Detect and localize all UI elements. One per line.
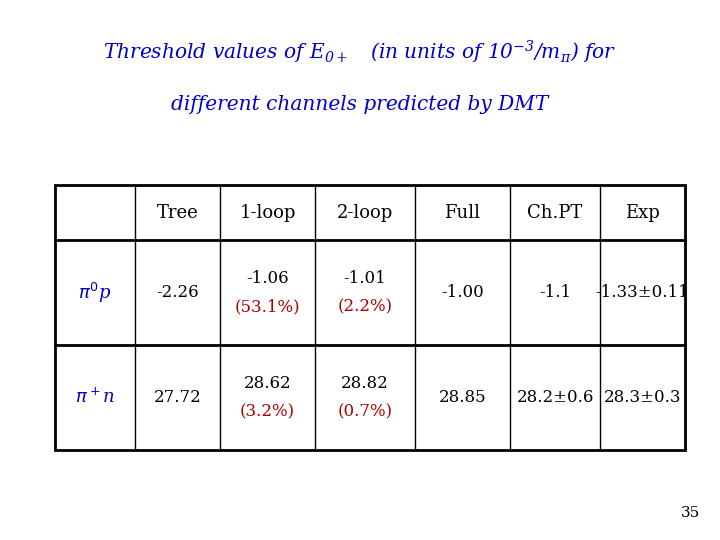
Text: -2.26: -2.26 (156, 284, 199, 301)
Text: 35: 35 (680, 506, 700, 520)
Text: (53.1%): (53.1%) (235, 298, 300, 315)
Text: 28.2±0.6: 28.2±0.6 (516, 389, 594, 406)
Text: -1.01: -1.01 (343, 270, 387, 287)
Text: 28.62: 28.62 (243, 375, 292, 392)
Text: $\pi^+$n: $\pi^+$n (75, 388, 115, 407)
Text: 28.3±0.3: 28.3±0.3 (604, 389, 681, 406)
Text: Threshold values of $\mathregular{E_{0+}}$   (in units of $\mathregular{10^{-3}/: Threshold values of $\mathregular{E_{0+}… (103, 38, 617, 65)
Text: -1.00: -1.00 (441, 284, 484, 301)
Text: 1-loop: 1-loop (239, 204, 296, 221)
Text: 28.82: 28.82 (341, 375, 389, 392)
Text: Ch.PT: Ch.PT (527, 204, 582, 221)
Text: Full: Full (444, 204, 480, 221)
Text: 28.85: 28.85 (438, 389, 486, 406)
Text: (3.2%): (3.2%) (240, 403, 295, 420)
Text: 27.72: 27.72 (153, 389, 202, 406)
Text: (0.7%): (0.7%) (338, 403, 392, 420)
Text: -1.33±0.11: -1.33±0.11 (595, 284, 689, 301)
Bar (55, 185, 685, 450)
Text: -1.06: -1.06 (246, 270, 289, 287)
Text: Exp: Exp (625, 204, 660, 221)
Text: 2-loop: 2-loop (337, 204, 393, 221)
Text: -1.1: -1.1 (539, 284, 571, 301)
Text: (2.2%): (2.2%) (338, 298, 392, 315)
Text: $\pi^0$p: $\pi^0$p (78, 280, 112, 305)
Text: Tree: Tree (157, 204, 199, 221)
Text: different channels predicted by DMT: different channels predicted by DMT (171, 96, 549, 114)
